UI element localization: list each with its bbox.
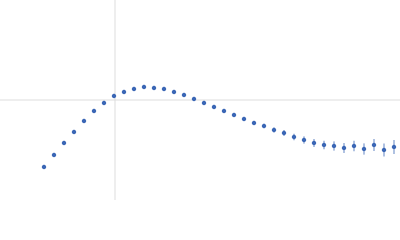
data-point [381, 147, 387, 153]
data-point [211, 104, 217, 110]
data-point [281, 130, 287, 136]
data-point [271, 127, 277, 133]
chart [0, 0, 400, 200]
data-point [331, 143, 337, 149]
data-point [151, 85, 157, 91]
data-point [181, 92, 187, 98]
data-point [41, 164, 47, 170]
data-point [111, 93, 117, 99]
data-point [391, 144, 397, 150]
data-point [61, 140, 67, 146]
data-point [191, 96, 197, 102]
data-point [101, 100, 107, 106]
data-point [361, 146, 367, 152]
data-point [351, 143, 357, 149]
data-point [231, 112, 237, 118]
data-point [131, 86, 137, 92]
data-point [91, 108, 97, 114]
data-point [81, 118, 87, 124]
data-point [261, 123, 267, 129]
data-point [301, 137, 307, 143]
data-point [341, 145, 347, 151]
data-point [171, 89, 177, 95]
data-point [121, 89, 127, 95]
data-point [291, 134, 297, 140]
data-point [71, 129, 77, 135]
data-point [141, 84, 147, 90]
data-point [161, 86, 167, 92]
data-point [371, 142, 377, 148]
data-point [51, 152, 57, 158]
data-point [251, 120, 257, 126]
data-point [321, 142, 327, 148]
data-point [221, 108, 227, 114]
data-point [311, 140, 317, 146]
data-point [201, 100, 207, 106]
data-point [241, 116, 247, 122]
